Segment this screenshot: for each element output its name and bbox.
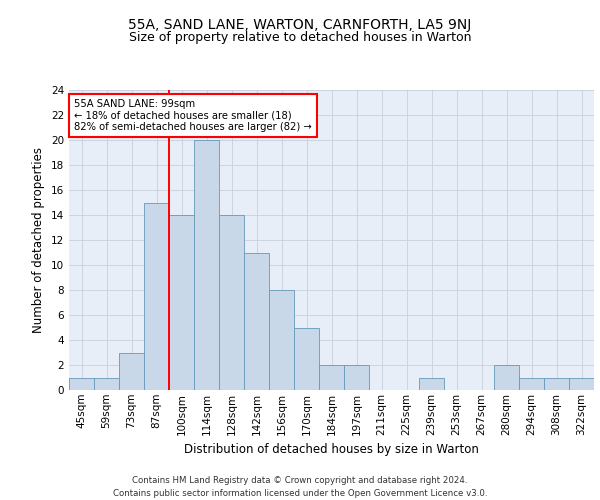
Bar	[194, 140, 219, 390]
Bar	[419, 378, 444, 390]
Text: 55A SAND LANE: 99sqm
← 18% of detached houses are smaller (18)
82% of semi-detac: 55A SAND LANE: 99sqm ← 18% of detached h…	[74, 99, 312, 132]
Bar	[144, 202, 169, 390]
Bar	[269, 290, 294, 390]
Bar	[569, 378, 594, 390]
Bar	[294, 328, 319, 390]
Text: 55A, SAND LANE, WARTON, CARNFORTH, LA5 9NJ: 55A, SAND LANE, WARTON, CARNFORTH, LA5 9…	[128, 18, 472, 32]
Bar	[119, 352, 144, 390]
Text: Size of property relative to detached houses in Warton: Size of property relative to detached ho…	[129, 31, 471, 44]
Bar	[344, 365, 369, 390]
Bar	[69, 378, 94, 390]
Bar	[244, 252, 269, 390]
Bar	[319, 365, 344, 390]
Y-axis label: Number of detached properties: Number of detached properties	[32, 147, 46, 333]
Bar	[94, 378, 119, 390]
X-axis label: Distribution of detached houses by size in Warton: Distribution of detached houses by size …	[184, 443, 479, 456]
Text: Contains HM Land Registry data © Crown copyright and database right 2024.
Contai: Contains HM Land Registry data © Crown c…	[113, 476, 487, 498]
Bar	[519, 378, 544, 390]
Bar	[169, 215, 194, 390]
Bar	[494, 365, 519, 390]
Bar	[219, 215, 244, 390]
Bar	[544, 378, 569, 390]
